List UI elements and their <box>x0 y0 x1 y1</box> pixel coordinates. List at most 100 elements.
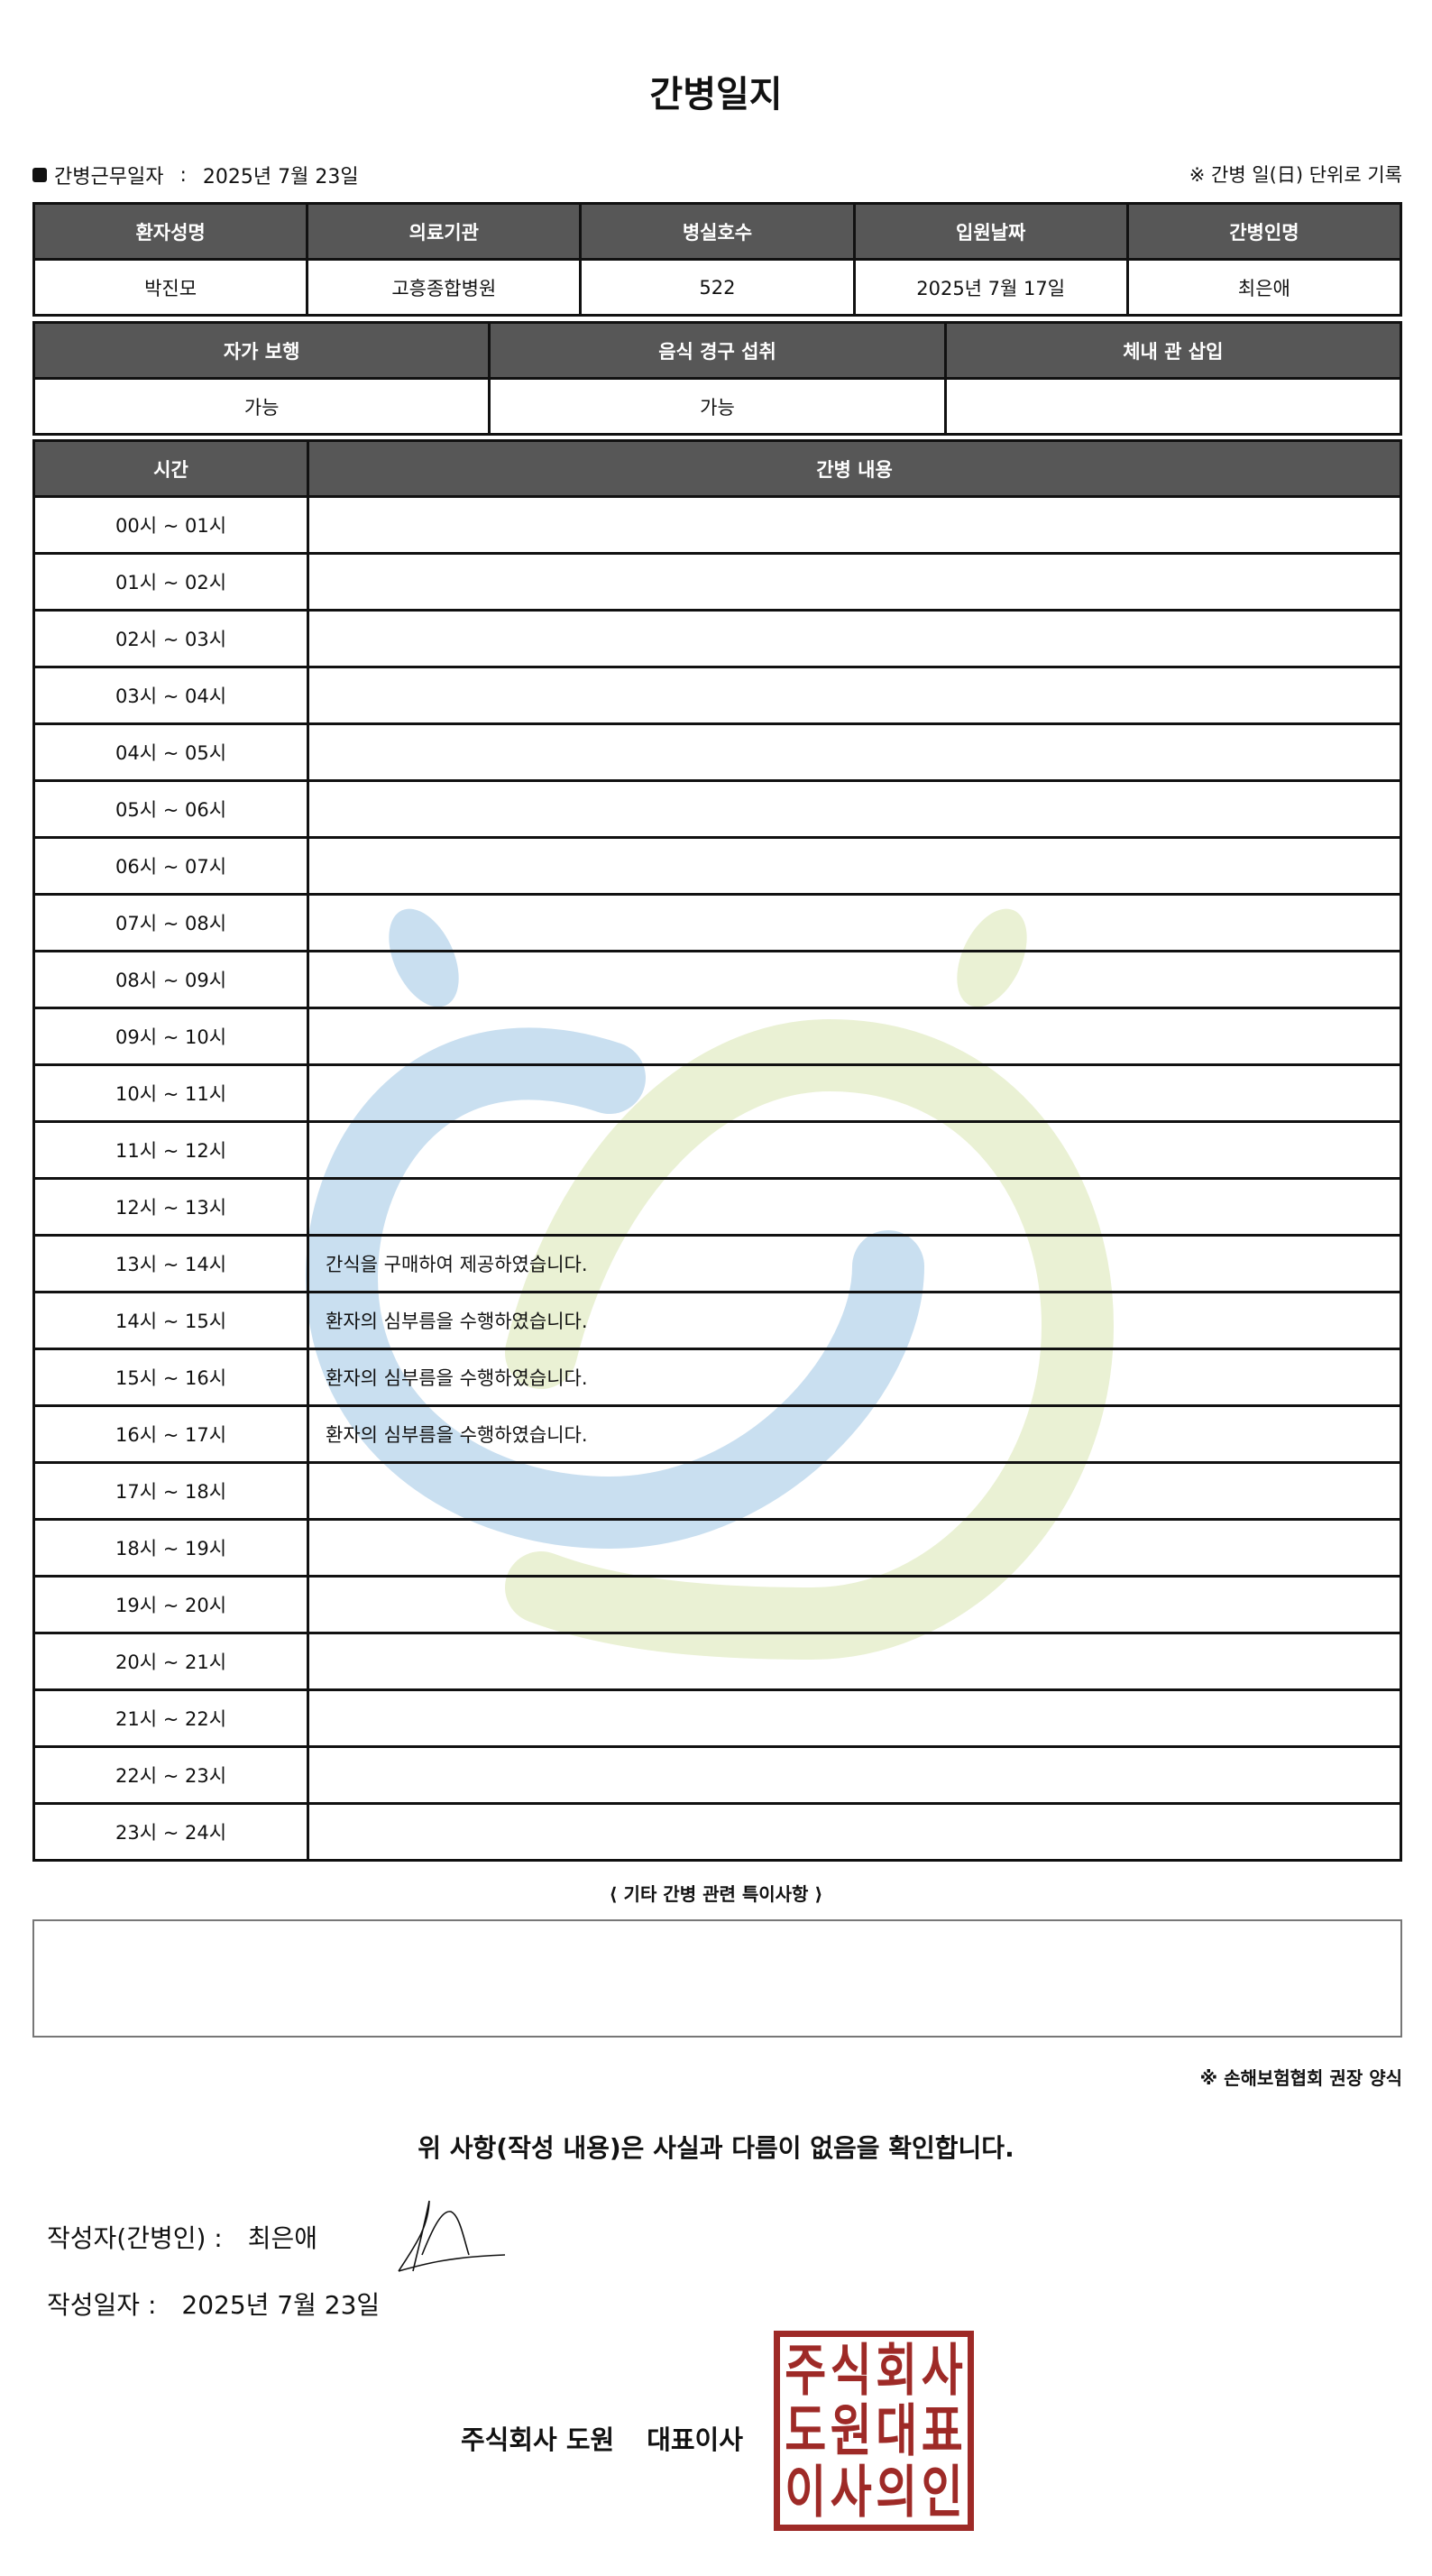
patient-name: 박진모 <box>32 258 309 317</box>
table-row: 13시 ~ 14시 간식을 구매하여 제공하였습니다. <box>32 1234 1402 1293</box>
company-name: 주식회사 도원 <box>461 2424 615 2455</box>
care-log-table: 시간 간병 내용 00시 ~ 01시 01시 ~ 02시 02시 ~ 03시 03시 … <box>32 439 1402 1862</box>
time-cell: 16시 ~ 17시 <box>32 1404 309 1464</box>
writer-line: 작성자(간병인) : 최은애 <box>47 2219 317 2255</box>
written-date-label: 작성일자 : <box>47 2290 157 2320</box>
time-cell: 02시 ~ 03시 <box>32 609 309 668</box>
time-cell: 03시 ~ 04시 <box>32 666 309 725</box>
writer-name: 최은애 <box>247 2223 318 2253</box>
patient-info-table: 환자성명 의료기관 병실호수 입원날짜 간병인명 박진모 고흥종합병원 522 … <box>32 202 1403 317</box>
company-role: 대표이사 <box>647 2424 743 2455</box>
care-content-cell <box>307 1461 1402 1521</box>
time-cell: 07시 ~ 08시 <box>32 893 309 952</box>
care-content-cell <box>307 893 1402 952</box>
signature <box>398 2200 506 2272</box>
table-row: 01시 ~ 02시 <box>32 552 1402 612</box>
seal-glyph: 회 <box>876 2337 918 2403</box>
work-date-sep: : <box>179 163 187 187</box>
header-walking: 자가 보행 <box>32 321 491 380</box>
care-content-cell: 간식을 구매하여 제공하였습니다. <box>307 1234 1402 1293</box>
seal-glyph: 도 <box>785 2397 827 2464</box>
time-cell: 10시 ~ 11시 <box>32 1063 309 1123</box>
tube-value <box>943 377 1403 436</box>
care-content-cell <box>307 1688 1402 1748</box>
table-row: 05시 ~ 06시 <box>32 779 1402 839</box>
etc-notes-box <box>32 1919 1402 2038</box>
care-content-cell <box>307 722 1402 782</box>
table-row: 12시 ~ 13시 <box>32 1177 1402 1237</box>
time-cell: 14시 ~ 15시 <box>32 1291 309 1350</box>
work-date: 간병근무일자 : 2025년 7월 23일 <box>32 161 359 189</box>
table-row: 20시 ~ 21시 <box>32 1632 1402 1691</box>
time-cell: 23시 ~ 24시 <box>32 1802 309 1862</box>
caregiver-name: 최은애 <box>1125 258 1403 317</box>
record-note: ※ 간병 일(日) 단위로 기록 <box>1189 164 1402 186</box>
time-cell: 11시 ~ 12시 <box>32 1120 309 1180</box>
header-oral-intake: 음식 경구 섭취 <box>488 321 947 380</box>
care-content-cell <box>307 1177 1402 1237</box>
work-date-value: 2025년 7월 23일 <box>202 166 359 189</box>
seal-glyph: 표 <box>921 2397 963 2464</box>
care-content-cell <box>307 1120 1402 1180</box>
oral-intake-value: 가능 <box>488 377 947 436</box>
header-patient-name: 환자성명 <box>32 202 309 261</box>
header-room: 병실호수 <box>579 202 856 261</box>
table-row: 03시 ~ 04시 <box>32 666 1402 725</box>
table-row: 17시 ~ 18시 <box>32 1461 1402 1521</box>
care-content-cell: 환자의 심부름을 수행하였습니다. <box>307 1404 1402 1464</box>
care-content-cell <box>307 779 1402 839</box>
header-time: 시간 <box>32 439 309 498</box>
header-caregiver: 간병인명 <box>1125 202 1403 261</box>
table-row: 21시 ~ 22시 <box>32 1688 1402 1748</box>
table-row: 08시 ~ 09시 <box>32 950 1402 1009</box>
table-row: 11시 ~ 12시 <box>32 1120 1402 1180</box>
written-date-value: 2025년 7월 23일 <box>181 2290 381 2320</box>
time-cell: 22시 ~ 23시 <box>32 1745 309 1805</box>
care-content-cell <box>307 1518 1402 1578</box>
time-cell: 09시 ~ 10시 <box>32 1007 309 1066</box>
table-row: 10시 ~ 11시 <box>32 1063 1402 1123</box>
time-cell: 15시 ~ 16시 <box>32 1348 309 1407</box>
time-cell: 00시 ~ 01시 <box>32 495 309 555</box>
header-hospital: 의료기관 <box>306 202 583 261</box>
table-row: 06시 ~ 07시 <box>32 836 1402 896</box>
page-title: 간병일지 <box>649 74 783 115</box>
walking-value: 가능 <box>32 377 491 436</box>
care-content-cell: 환자의 심부름을 수행하였습니다. <box>307 1348 1402 1407</box>
care-content-cell <box>307 495 1402 555</box>
table-row: 16시 ~ 17시 환자의 심부름을 수행하였습니다. <box>32 1404 1402 1464</box>
seal-glyph: 의 <box>876 2459 918 2525</box>
time-cell: 13시 ~ 14시 <box>32 1234 309 1293</box>
care-content-cell <box>307 609 1402 668</box>
care-content-cell <box>307 1745 1402 1805</box>
time-cell: 19시 ~ 20시 <box>32 1575 309 1634</box>
header-admission-date: 입원날짜 <box>852 202 1129 261</box>
table-row: 23시 ~ 24시 <box>32 1802 1402 1862</box>
patient-status-table: 자가 보행 음식 경구 섭취 체내 관 삽입 가능 가능 <box>32 321 1403 436</box>
seal-glyph: 원 <box>830 2397 872 2464</box>
admission-date: 2025년 7월 17일 <box>852 258 1129 317</box>
time-cell: 04시 ~ 05시 <box>32 722 309 782</box>
care-content-cell <box>307 950 1402 1009</box>
care-content-cell <box>307 836 1402 896</box>
company-line: 주식회사 도원 대표이사 <box>461 2419 743 2457</box>
care-content-cell <box>307 666 1402 725</box>
writer-label: 작성자(간병인) : <box>47 2223 223 2253</box>
seal-glyph: 대 <box>876 2397 918 2464</box>
time-cell: 18시 ~ 19시 <box>32 1518 309 1578</box>
table-row: 09시 ~ 10시 <box>32 1007 1402 1066</box>
hospital: 고흥종합병원 <box>306 258 583 317</box>
table-row: 15시 ~ 16시 환자의 심부름을 수행하였습니다. <box>32 1348 1402 1407</box>
header-tube: 체내 관 삽입 <box>943 321 1403 380</box>
bullet-square-icon <box>32 168 47 182</box>
table-row: 00시 ~ 01시 <box>32 495 1402 555</box>
time-cell: 17시 ~ 18시 <box>32 1461 309 1521</box>
work-date-label: 간병근무일자 <box>54 166 164 189</box>
care-content-cell <box>307 1802 1402 1862</box>
etc-label: ⟨ 기타 간병 관련 특이사항 ⟩ <box>609 1883 823 1905</box>
care-content-cell <box>307 1575 1402 1634</box>
seal-glyph: 이 <box>785 2459 827 2525</box>
seal-glyph: 식 <box>830 2337 872 2403</box>
seal-glyph: 인 <box>921 2459 963 2525</box>
